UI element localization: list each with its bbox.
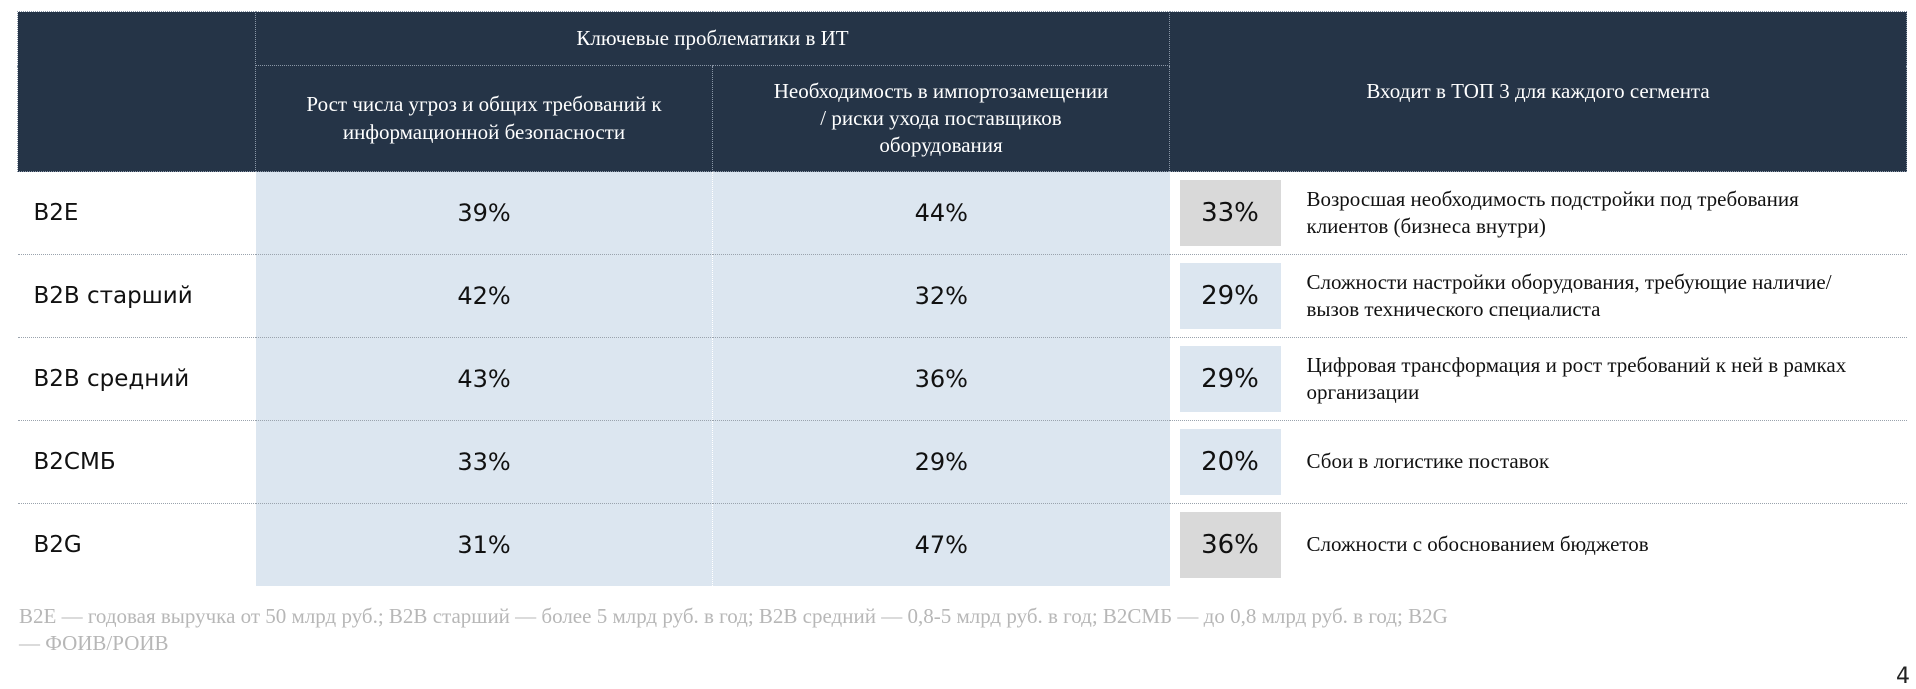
row: B2E 39% 44% 33% Возросшая необходимость п…	[17, 171, 1907, 255]
column-header: Рост числа угроз и общих требований к ин…	[255, 65, 713, 172]
value-cell: 29%	[712, 420, 1170, 504]
row: B2СМБ 33% 29% 20% Сбои в логистике постав…	[17, 420, 1907, 504]
value-cell: 43%	[255, 337, 713, 421]
top-text: Сложности с обоснованием бюджетов	[1306, 532, 1649, 557]
top-cell: 20% Сбои в логистике поставок	[1169, 420, 1907, 504]
top-text: Сбои в логистике поставок	[1306, 449, 1550, 474]
value-cell: 44%	[712, 171, 1170, 255]
top-text: Сложности настройки оборудования, требую…	[1306, 269, 1832, 321]
segment: B2B средний	[17, 337, 256, 421]
top-text: Возросшая необходимость подстройки под т…	[1306, 186, 1799, 238]
row: B2G 31% 47% 36% Сложности с обоснованием …	[18, 503, 1907, 587]
top-value: 29%	[1179, 263, 1281, 329]
row: B2B средний 43% 36% 29% Цифровая трансфор…	[17, 337, 1907, 421]
column-header: Необходимость в импортозамещении / риски…	[712, 65, 1170, 172]
value-cell: 39%	[255, 171, 713, 255]
top-cell: 33% Возросшая необходимость подстройки по…	[1169, 171, 1907, 255]
column-header: Входит в ТОП 3 для каждого сегмента	[1169, 11, 1907, 172]
header-row: Ключевые проблематики в ИТ Входит в ТОП …	[17, 11, 1907, 172]
top-value: 33%	[1179, 180, 1281, 246]
top-value: 36%	[1179, 512, 1281, 578]
top-text: Цифровая трансформация и рост требований…	[1306, 352, 1847, 404]
table: Ключевые проблематики в ИТ Входит в ТОП …	[17, 11, 1907, 586]
top-value: 29%	[1179, 346, 1281, 412]
segment: B2СМБ	[17, 420, 256, 504]
value-cell: 47%	[712, 503, 1170, 586]
row: B2B старший 42% 32% 29% Сложности настрой…	[17, 254, 1907, 338]
segment: B2G	[33, 532, 82, 558]
value-cell: 36%	[712, 337, 1170, 421]
footnote: B2E — годовая выручка от 50 млрд руб.; B…	[19, 604, 1448, 656]
value-cell: 32%	[712, 254, 1170, 338]
top-value: 20%	[1179, 429, 1281, 495]
group-header: Ключевые проблематики в ИТ	[255, 11, 1170, 66]
value-cell: 33%	[255, 420, 713, 504]
value-cell: 42%	[255, 254, 713, 338]
top-cell: 29% Цифровая трансформация и рост требова…	[1169, 337, 1907, 421]
segment: B2B старший	[17, 254, 256, 338]
top-cell: 36% Сложности с обоснованием бюджетов	[1170, 504, 1907, 587]
header-cell	[17, 11, 256, 172]
value-cell: 31%	[255, 503, 713, 586]
segment: B2E	[17, 171, 256, 255]
header-row: Рост числа угроз и общих требований к ин…	[18, 65, 1907, 172]
top-cell: 29% Сложности настройки оборудования, тре…	[1169, 254, 1907, 338]
